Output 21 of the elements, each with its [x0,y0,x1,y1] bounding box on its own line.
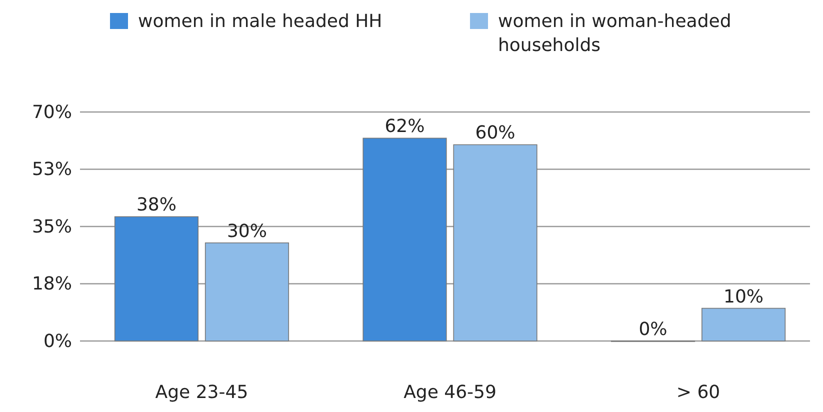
data-label: 62% [384,116,425,138]
data-label: 38% [136,194,176,216]
y-tick-label: 70% [32,102,72,123]
y-tick-label: 53% [32,159,72,180]
data-label: 60% [475,122,516,144]
bar [453,144,538,342]
x-tick-label: Age 46-59 [404,382,496,403]
data-label: 0% [638,319,668,340]
legend-label: women in woman-headed households [498,11,732,56]
data-label: 30% [226,220,267,242]
data-label: 10% [724,286,764,308]
bar [204,242,290,342]
x-tick-label: Age 23-45 [155,382,248,403]
x-tick-label: > 60 [676,382,720,403]
bar [114,216,199,342]
bar [701,308,786,342]
y-tick-label: 18% [32,274,72,295]
y-tick-label: 0% [43,330,72,352]
legend-label: women in male headed HH [138,11,382,32]
bar [362,138,447,342]
y-tick-label: 35% [32,216,72,238]
